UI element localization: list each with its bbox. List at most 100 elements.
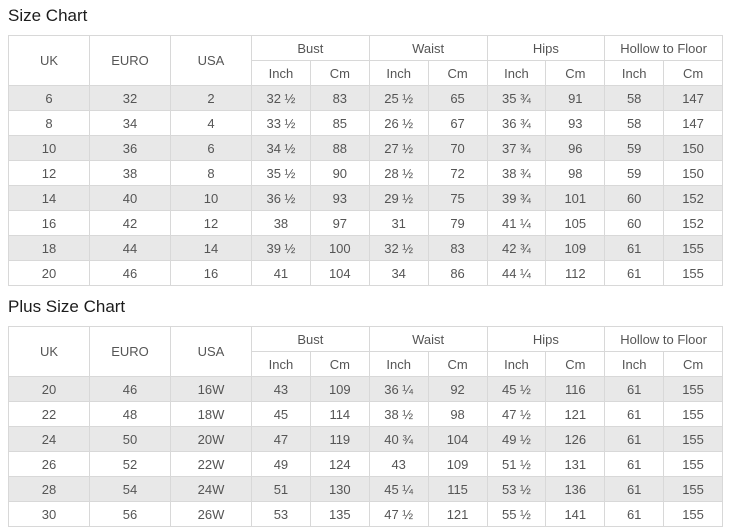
table-cell: 38: [89, 160, 171, 186]
table-row: 20 46 16 41 104 34 86 44 ¼ 112 61 155: [8, 260, 723, 286]
table-cell: 26 ½: [368, 110, 429, 136]
column-header-usa: USA: [170, 326, 252, 377]
table-cell: 12: [170, 210, 252, 236]
table-cell: 67: [427, 110, 488, 136]
table-cell: 43: [368, 451, 429, 477]
table-row: 26 52 22W 49 124 43 109 51 ½ 131 61 155: [8, 451, 723, 477]
group-header-hollow-to-floor: Hollow to Floor: [604, 35, 723, 61]
table-cell: 51: [251, 476, 311, 502]
table-cell: 61: [604, 501, 665, 527]
table-header: UK EURO USA Bust Waist Hips Hollow to Floor Inc…: [8, 326, 723, 377]
table-cell: 32 ½: [251, 85, 311, 111]
table-cell: 33 ½: [251, 110, 311, 136]
table-cell: 155: [663, 376, 723, 402]
table-cell: 58: [604, 110, 665, 136]
table-row: 8 34 4 33 ½ 85 26 ½ 67 36 ¾ 93 58 147: [8, 110, 723, 136]
table-cell: 20: [8, 376, 90, 402]
table-row: 28 54 24W 51 130 45 ¼ 115 53 ½ 136 61 155: [8, 476, 723, 502]
table-cell: 93: [545, 110, 606, 136]
size-chart-title: Size Chart: [8, 6, 88, 25]
table-cell: 2: [170, 85, 252, 111]
table-row: 12 38 8 35 ½ 90 28 ½ 72 38 ¾ 98 59 150: [8, 160, 723, 186]
table-cell: 121: [427, 501, 488, 527]
table-cell: 98: [545, 160, 606, 186]
table-cell: 16: [8, 210, 90, 236]
group-header-bust: Bust: [251, 35, 370, 61]
table-cell: 6: [170, 135, 252, 161]
table-cell: 34 ½: [251, 135, 311, 161]
table-cell: 12: [8, 160, 90, 186]
table-cell: 34: [89, 110, 171, 136]
table-cell: 48: [89, 401, 171, 427]
table-row: 14 40 10 36 ½ 93 29 ½ 75 39 ¾ 101 60 152: [8, 185, 723, 211]
table-cell: 36 ¾: [486, 110, 547, 136]
table-cell: 83: [309, 85, 370, 111]
unit-header-inch: Inch: [604, 60, 665, 86]
table-cell: 35 ½: [251, 160, 311, 186]
unit-header-inch: Inch: [486, 60, 547, 86]
table-cell: 152: [663, 185, 723, 211]
group-header-waist: Waist: [368, 35, 488, 61]
table-cell: 88: [309, 135, 370, 161]
table-cell: 155: [663, 476, 723, 502]
table-cell: 16W: [170, 376, 252, 402]
column-header-euro: EURO: [89, 326, 171, 377]
table-cell: 61: [604, 260, 665, 286]
table-row: 20 46 16W 43 109 36 ¼ 92 45 ½ 116 61 155: [8, 376, 723, 402]
table-cell: 121: [545, 401, 606, 427]
table-cell: 41: [251, 260, 311, 286]
table-row: 10 36 6 34 ½ 88 27 ½ 70 37 ¾ 96 59 150: [8, 135, 723, 161]
unit-header-cm: Cm: [309, 60, 370, 86]
table-cell: 47 ½: [368, 501, 429, 527]
table-cell: 42 ¾: [486, 235, 547, 261]
unit-header-cm: Cm: [309, 351, 370, 377]
table-cell: 59: [604, 160, 665, 186]
table-cell: 130: [309, 476, 370, 502]
table-cell: 54: [89, 476, 171, 502]
table-header: UK EURO USA Bust Waist Hips Hollow to Floor Inc…: [8, 35, 723, 86]
table-cell: 109: [545, 235, 606, 261]
table-cell: 61: [604, 426, 665, 452]
table-cell: 91: [545, 85, 606, 111]
table-cell: 92: [427, 376, 488, 402]
table-cell: 18: [8, 235, 90, 261]
table-cell: 25 ½: [368, 85, 429, 111]
plus-size-chart-title: Plus Size Chart: [8, 297, 126, 316]
table-cell: 32: [89, 85, 171, 111]
table-cell: 36 ¼: [368, 376, 429, 402]
table-cell: 45 ¼: [368, 476, 429, 502]
table-cell: 65: [427, 85, 488, 111]
table-cell: 47 ½: [486, 401, 547, 427]
table-cell: 28: [8, 476, 90, 502]
table-cell: 18W: [170, 401, 252, 427]
table-cell: 141: [545, 501, 606, 527]
table-cell: 101: [545, 185, 606, 211]
table-cell: 41 ¼: [486, 210, 547, 236]
header-row-groups: UK EURO USA Bust Waist Hips Hollow to Floor: [8, 35, 723, 86]
table-cell: 109: [427, 451, 488, 477]
table-cell: 86: [427, 260, 488, 286]
column-header-usa: USA: [170, 35, 252, 86]
table-body: 6 32 2 32 ½ 83 25 ½ 65 35 ¾ 91 58 147 8 34 4 33 ½ 85 26 …: [8, 85, 723, 286]
header-row-units: Inch Cm Inch Cm Inch Cm Inch Cm: [9, 351, 723, 377]
table-row: 6 32 2 32 ½ 83 25 ½ 65 35 ¾ 91 58 147: [8, 85, 723, 111]
table-cell: 14: [8, 185, 90, 211]
table-body: 20 46 16W 43 109 36 ¼ 92 45 ½ 116 61 155 22 48 18W 45 1…: [8, 376, 723, 527]
table-cell: 38: [251, 210, 311, 236]
table-cell: 47: [251, 426, 311, 452]
table-cell: 53 ½: [486, 476, 547, 502]
unit-header-inch: Inch: [251, 351, 311, 377]
header-row-groups: UK EURO USA Bust Waist Hips Hollow to Floor: [8, 326, 723, 377]
size-chart-table: UK EURO USA Bust Waist Hips Hollow to Floor Inc…: [8, 35, 723, 286]
table-cell: 40 ¾: [368, 426, 429, 452]
table-cell: 61: [604, 401, 665, 427]
unit-header-cm: Cm: [545, 351, 606, 377]
table-cell: 70: [427, 135, 488, 161]
table-cell: 150: [663, 160, 723, 186]
table-row: 18 44 14 39 ½ 100 32 ½ 83 42 ¾ 109 61 155: [8, 235, 723, 261]
table-cell: 155: [663, 451, 723, 477]
table-cell: 42: [89, 210, 171, 236]
table-cell: 58: [604, 85, 665, 111]
table-cell: 22W: [170, 451, 252, 477]
table-cell: 155: [663, 401, 723, 427]
